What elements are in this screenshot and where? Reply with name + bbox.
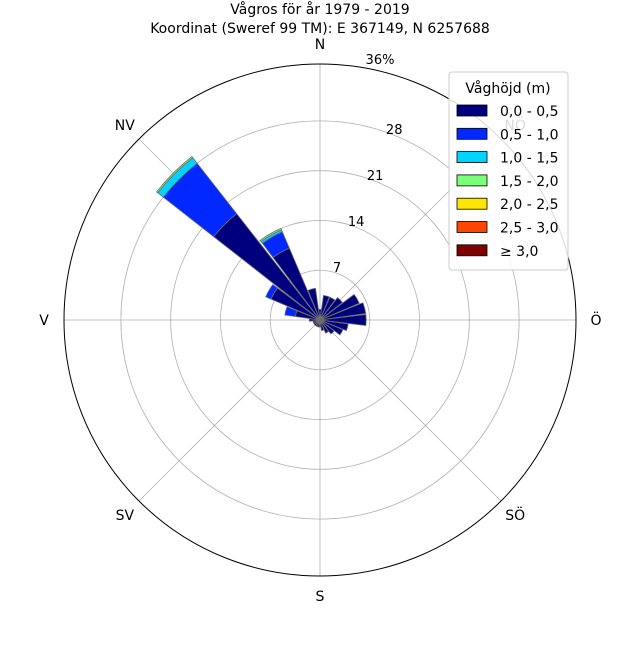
legend-swatch bbox=[456, 151, 488, 164]
direction-label: NV bbox=[115, 118, 135, 134]
sector-bar bbox=[259, 227, 283, 243]
direction-label: V bbox=[39, 313, 49, 329]
legend-title: Våghöjd (m) bbox=[465, 80, 550, 97]
sector-bar bbox=[319, 319, 325, 332]
sector-bar bbox=[319, 293, 360, 321]
sector-bar bbox=[319, 297, 343, 321]
legend-swatch bbox=[456, 244, 488, 257]
direction-label: SÖ bbox=[505, 506, 525, 524]
legend-label: 1,5 - 2,0 bbox=[500, 174, 558, 190]
chart-title-line-1: Vågros för år 1979 - 2019 bbox=[230, 1, 409, 18]
grid-spoke bbox=[138, 319, 321, 502]
grid-spoke bbox=[319, 319, 502, 502]
legend-swatch bbox=[456, 221, 488, 233]
legend-label: ≥ 3,0 bbox=[500, 244, 538, 260]
sector-bar bbox=[319, 296, 336, 321]
legend-box bbox=[448, 71, 569, 271]
rose-sectors bbox=[156, 156, 367, 336]
sector-bar bbox=[319, 314, 367, 326]
direction-label: N bbox=[315, 37, 325, 53]
sector-bar bbox=[319, 319, 344, 336]
radial-tick-label: 14 bbox=[348, 215, 365, 230]
legend: Våghöjd (m) 0,0 - 0,5 0,5 - 1,0 1,0 - 1,5 1… bbox=[448, 71, 569, 271]
sector-bar bbox=[265, 284, 278, 300]
legend-swatch bbox=[456, 174, 488, 187]
sector-bar bbox=[319, 319, 330, 334]
legend-label: 1,0 - 1,5 bbox=[500, 151, 558, 167]
legend-swatch bbox=[456, 104, 488, 117]
chart-title-line-2: Koordinat (Sweref 99 TM): E 367149, N 62… bbox=[150, 21, 490, 37]
radial-tick-labels: 7 14 21 28 bbox=[333, 123, 403, 276]
sector-bar bbox=[319, 302, 367, 321]
sector-bar bbox=[319, 319, 335, 335]
legend-label: 0,0 - 0,5 bbox=[500, 104, 558, 120]
legend-swatch bbox=[456, 197, 488, 210]
sector-bar bbox=[156, 156, 194, 194]
radial-tick-label: 28 bbox=[386, 123, 403, 138]
polar-frame bbox=[63, 63, 577, 577]
direction-label: Ö bbox=[590, 311, 601, 329]
radial-max-label: 36% bbox=[366, 53, 395, 68]
sector-bar bbox=[284, 306, 298, 317]
direction-label: SV bbox=[116, 508, 135, 524]
legend-entries: 0,0 - 0,5 0,5 - 1,0 1,0 - 1,5 1,5 - 2,0 2,0 … bbox=[456, 104, 558, 260]
radial-tick-label: 7 bbox=[333, 261, 341, 276]
sector-bar bbox=[307, 287, 321, 321]
legend-label: 2,5 - 3,0 bbox=[500, 221, 558, 237]
legend-label: 2,0 - 2,5 bbox=[500, 197, 558, 213]
legend-swatch bbox=[456, 127, 488, 140]
direction-label: S bbox=[316, 589, 325, 605]
legend-label: 0,5 - 1,0 bbox=[500, 127, 558, 143]
radial-tick-label: 21 bbox=[367, 169, 384, 184]
